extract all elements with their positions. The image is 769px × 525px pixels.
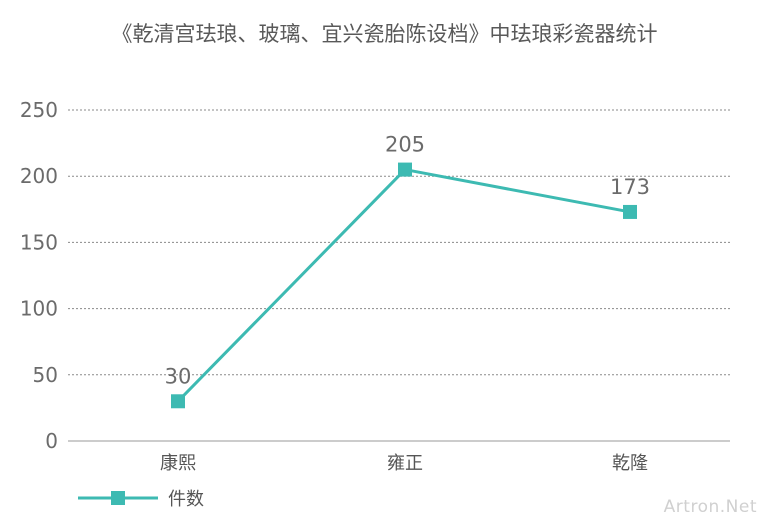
y-tick-label: 200 bbox=[20, 164, 58, 188]
data-label: 30 bbox=[165, 364, 192, 388]
series-line bbox=[176, 167, 631, 403]
gridlines bbox=[68, 109, 730, 442]
x-tick-label: 雍正 bbox=[387, 453, 423, 474]
y-axis-ticks: 0 50 100 150 200 250 bbox=[20, 98, 58, 453]
data-point bbox=[398, 162, 412, 177]
y-tick-label: 250 bbox=[20, 98, 58, 122]
data-point bbox=[623, 204, 637, 219]
series-layer: 30 205 173 bbox=[165, 133, 650, 409]
y-tick-label: 100 bbox=[20, 297, 58, 321]
legend-marker bbox=[111, 491, 125, 505]
x-tick-label: 乾隆 bbox=[612, 453, 648, 474]
legend: 件数 bbox=[78, 489, 204, 510]
y-tick-label: 150 bbox=[20, 230, 58, 254]
data-point bbox=[171, 394, 185, 409]
x-tick-label: 康熙 bbox=[160, 453, 196, 474]
data-label: 205 bbox=[385, 133, 425, 157]
watermark: Artron.Net bbox=[663, 497, 757, 517]
chart-title: 《乾清宫珐琅、玻璃、宜兴瓷胎陈设档》中珐琅彩瓷器统计 bbox=[111, 22, 658, 46]
data-label: 173 bbox=[610, 175, 650, 199]
legend-label: 件数 bbox=[168, 489, 204, 510]
x-axis-ticks: 康熙 雍正 乾隆 bbox=[160, 453, 648, 474]
y-tick-label: 0 bbox=[45, 429, 58, 453]
y-tick-label: 50 bbox=[33, 363, 58, 387]
